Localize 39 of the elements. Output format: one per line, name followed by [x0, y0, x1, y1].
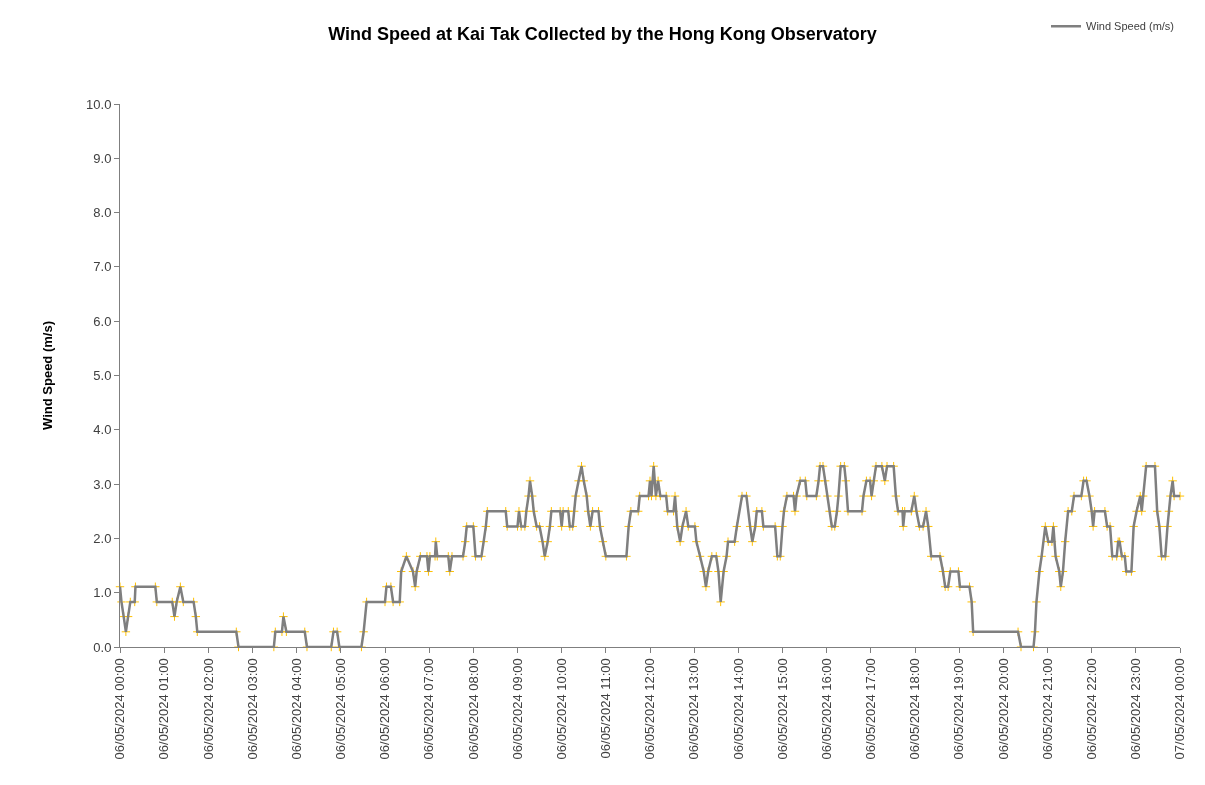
- y-tick-label: 5.0: [93, 368, 112, 384]
- x-tick-label: 06/05/2024 00:00: [112, 658, 128, 760]
- x-tick-label: 06/05/2024 23:00: [1128, 658, 1144, 760]
- y-tick-label: 3.0: [93, 476, 112, 492]
- x-tick-label: 06/05/2024 15:00: [774, 658, 790, 760]
- y-tick-label: 10.0: [86, 96, 112, 112]
- x-tick-label: 06/05/2024 16:00: [818, 658, 834, 760]
- x-tick-label: 06/05/2024 04:00: [288, 658, 304, 760]
- x-tick-label: 06/05/2024 05:00: [333, 658, 349, 760]
- y-tick-label: 1.0: [93, 585, 112, 601]
- y-tick-label: 9.0: [93, 150, 112, 166]
- x-tick-label: 06/05/2024 12:00: [642, 658, 658, 760]
- chart-title: Wind Speed at Kai Tak Collected by the Hong Kong Observatory: [328, 24, 877, 45]
- y-tick-label: 0.0: [93, 639, 112, 655]
- y-axis-title: Wind Speed (m/s): [40, 321, 56, 430]
- x-tick-label: 06/05/2024 02:00: [200, 658, 216, 760]
- y-tick-label: 2.0: [93, 530, 112, 546]
- y-tick-label: 6.0: [93, 313, 112, 329]
- x-tick-label: 06/05/2024 07:00: [421, 658, 437, 760]
- x-tick-label: 06/05/2024 09:00: [509, 658, 525, 760]
- x-tick-label: 06/05/2024 20:00: [995, 658, 1011, 760]
- x-tick-label: 06/05/2024 10:00: [553, 658, 569, 760]
- x-tick-label: 06/05/2024 03:00: [244, 658, 260, 760]
- legend-label: Wind Speed (m/s): [1086, 20, 1175, 33]
- x-tick-label: 06/05/2024 11:00: [598, 658, 614, 759]
- y-tick-label: 8.0: [93, 205, 112, 221]
- x-tick-label: 06/05/2024 21:00: [1039, 658, 1055, 760]
- x-tick-label: 06/05/2024 14:00: [730, 658, 746, 760]
- x-tick-label: 06/05/2024 18:00: [907, 658, 923, 760]
- x-tick-label: 07/05/2024 00:00: [1172, 658, 1188, 760]
- y-tick-label: 7.0: [93, 259, 112, 275]
- x-tick-label: 06/05/2024 08:00: [465, 658, 481, 760]
- x-tick-label: 06/05/2024 01:00: [156, 658, 172, 760]
- x-tick-label: 06/05/2024 06:00: [377, 658, 393, 760]
- x-tick-label: 06/05/2024 22:00: [1083, 658, 1099, 760]
- x-tick-label: 06/05/2024 17:00: [863, 658, 879, 760]
- y-tick-label: 4.0: [93, 422, 112, 438]
- x-tick-label: 06/05/2024 13:00: [686, 658, 702, 760]
- x-tick-label: 06/05/2024 19:00: [951, 658, 967, 760]
